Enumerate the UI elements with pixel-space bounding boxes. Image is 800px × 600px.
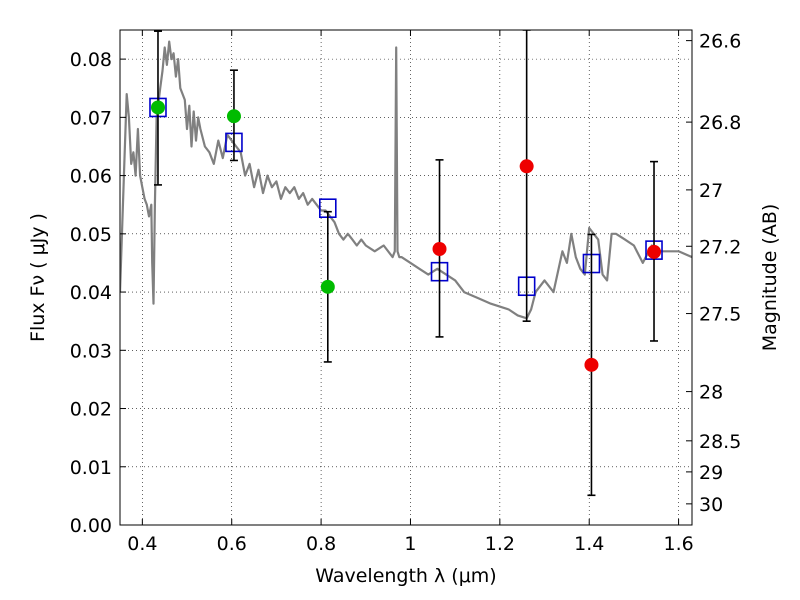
plot-frame: [119, 29, 693, 526]
y-tick-label: 0.06: [70, 166, 112, 188]
mag-tick-label: 29: [699, 462, 723, 484]
observed-flux-point: [432, 241, 447, 256]
y-tick-label: 0.01: [70, 457, 112, 479]
y-tick-label: 0.05: [70, 224, 112, 246]
plot-content: [120, 30, 692, 497]
x-tick-label: 1.4: [574, 533, 604, 555]
observed-flux-point: [584, 357, 599, 372]
mag-tick-label: 27.2: [699, 236, 741, 258]
x-axis-label: Wavelength λ (μm): [315, 565, 496, 587]
x-tick-label: 0.4: [127, 533, 157, 555]
observed-flux-point: [647, 244, 662, 259]
mag-tick-label: 27.5: [699, 304, 741, 326]
x-tick-label: 0.6: [217, 533, 247, 555]
y-tick-label: 0.00: [70, 515, 112, 537]
y-tick-label: 0.02: [70, 399, 112, 421]
observed-flux-point: [519, 159, 534, 174]
observed-flux-point: [150, 100, 165, 115]
x-tick-label: 1.6: [663, 533, 693, 555]
y-tick-label: 0.04: [70, 282, 112, 304]
observed-flux-point: [226, 109, 241, 124]
y-tick-label: 0.03: [70, 340, 112, 362]
mag-tick-label: 26.8: [699, 112, 741, 134]
mag-tick-label: 30: [699, 494, 723, 516]
mag-tick-label: 27: [699, 180, 723, 202]
model-spectrum-line: [120, 40, 692, 320]
x-tick-label: 1.2: [485, 533, 515, 555]
axis-ticks: 0.4 0.6 0.8 1 1.2 1.4 1.6 0.00 0.01 0.02 0.03 0.04 0…: [70, 30, 741, 555]
right-axis-label: Magnitude (AB): [759, 204, 781, 352]
y-axis-label: Flux Fν ( μJy ): [27, 213, 49, 342]
mag-tick-label: 28: [699, 382, 723, 404]
mag-tick-label: 26.6: [699, 31, 741, 53]
y-tick-label: 0.08: [70, 49, 112, 71]
y-tick-label: 0.07: [70, 107, 112, 129]
mag-tick-label: 28.5: [699, 431, 741, 453]
x-tick-label: 1: [404, 533, 416, 555]
observed-flux-point: [320, 279, 335, 294]
x-tick-label: 0.8: [306, 533, 336, 555]
